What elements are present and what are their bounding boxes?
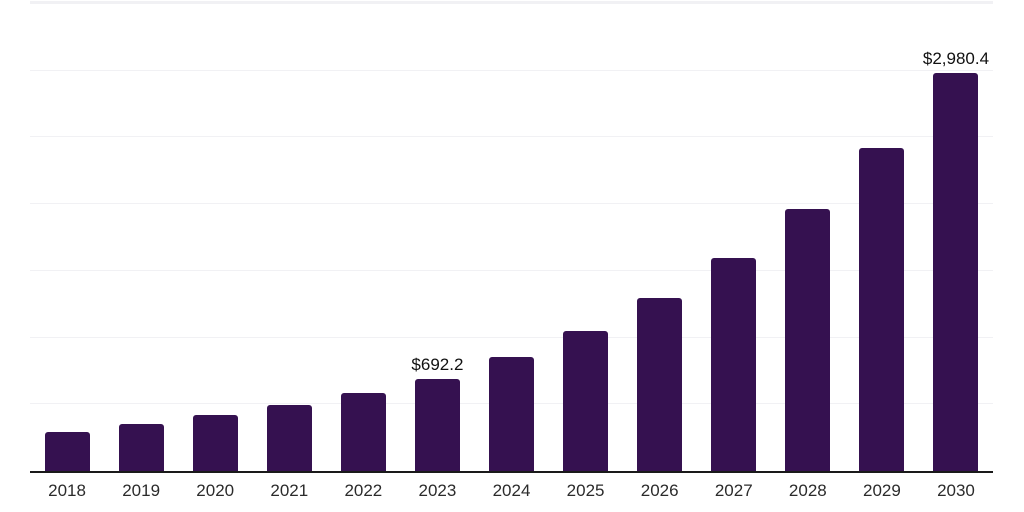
bar-2021[interactable] (266, 405, 312, 471)
bar-slot (549, 4, 623, 471)
bars-container: $692.2 $2,980.4 (30, 4, 993, 471)
bar-2027[interactable] (711, 258, 757, 471)
bar-slot: $2,980.4 (919, 4, 993, 471)
bar-slot (845, 4, 919, 471)
bar-2029[interactable] (859, 148, 905, 471)
x-axis-labels: 2018 2019 2020 2021 2022 2023 2024 2025 2026 2027… (30, 481, 993, 501)
x-axis-line (30, 471, 993, 473)
bar-2025[interactable] (563, 330, 609, 471)
bar-value-label: $692.2 (411, 354, 464, 374)
bar-2020[interactable] (192, 414, 238, 471)
bar-slot: $692.2 (400, 4, 474, 471)
bar-value-label: $2,980.4 (922, 49, 990, 69)
bar-slot (30, 4, 104, 471)
bar-2022[interactable] (340, 392, 386, 471)
bar-2024[interactable] (489, 357, 534, 471)
x-axis-label: 2029 (862, 481, 901, 500)
x-axis-label: 2026 (640, 481, 679, 500)
gridline (30, 136, 993, 138)
plot-area: $692.2 $2,980.4 (30, 1, 993, 473)
bar-slot (474, 4, 548, 471)
bar-2030[interactable]: $2,980.4 (923, 49, 989, 471)
bar-2026[interactable] (637, 298, 683, 471)
x-axis-label: 2027 (714, 481, 753, 500)
x-axis-label: 2022 (344, 481, 383, 500)
x-axis-label: 2019 (122, 481, 161, 500)
x-axis-label: 2030 (937, 481, 975, 500)
gridline (30, 269, 993, 271)
bar-slot (697, 4, 771, 471)
gridline (30, 69, 993, 71)
x-axis-label: 2020 (196, 481, 235, 500)
x-axis-label: 2018 (48, 481, 86, 500)
x-axis-label: 2024 (492, 481, 531, 500)
bar-2019[interactable] (118, 424, 164, 471)
x-axis-label: 2023 (418, 481, 457, 500)
x-axis-label: 2021 (270, 481, 309, 500)
gridline (30, 1, 993, 4)
bar-slot (326, 4, 400, 471)
bar-2018[interactable] (44, 431, 90, 471)
bar-slot (252, 4, 326, 471)
gridline (30, 203, 993, 205)
bar-slot (104, 4, 178, 471)
bar-slot (623, 4, 697, 471)
bar-slot (178, 4, 252, 471)
x-axis-label: 2028 (788, 481, 827, 500)
bar-2023[interactable]: $692.2 (411, 355, 463, 471)
gridline (30, 336, 993, 338)
bar-slot (771, 4, 845, 471)
bar-2028[interactable] (785, 208, 831, 471)
x-axis-label: 2025 (566, 481, 605, 500)
